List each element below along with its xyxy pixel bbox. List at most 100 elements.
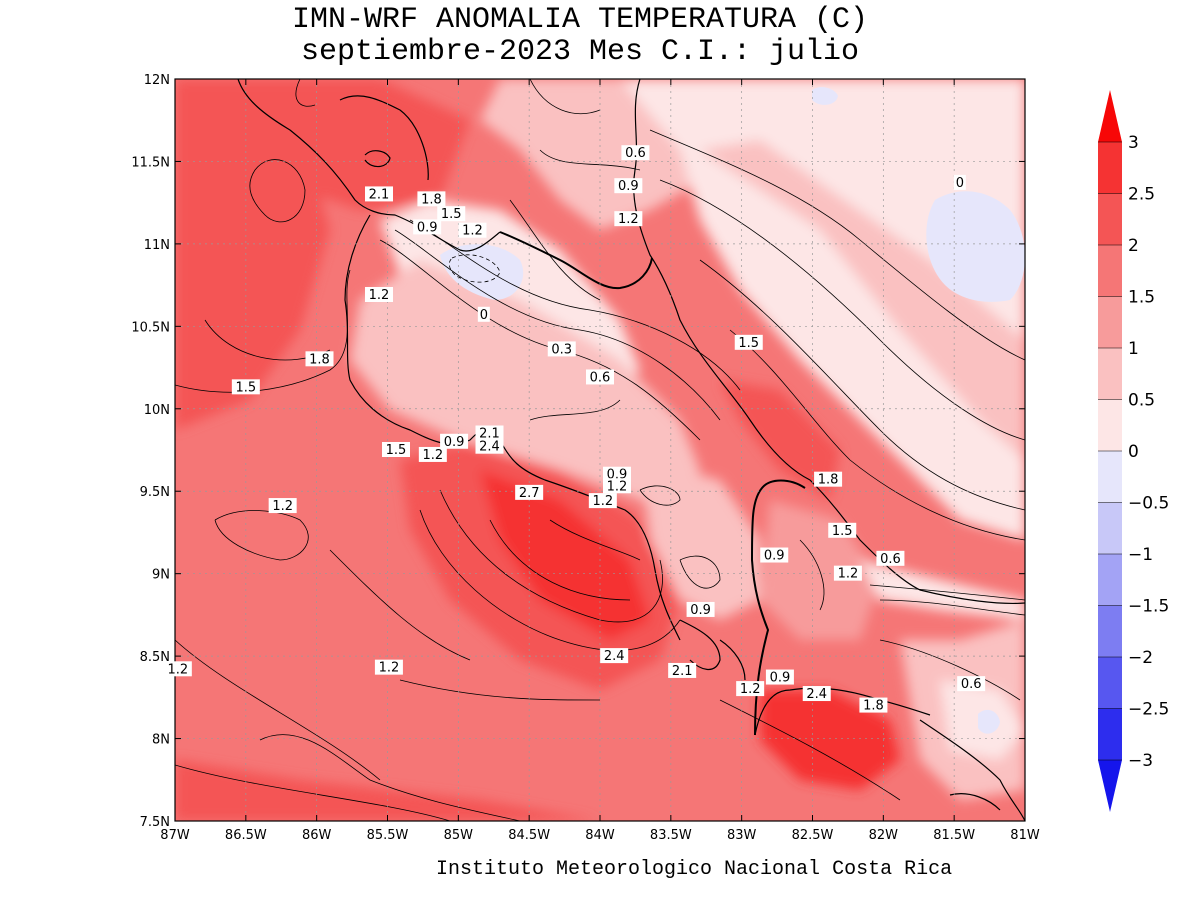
x-tick-label: 83W (727, 828, 757, 843)
contour-label-bg (231, 379, 260, 395)
y-tick-label: 11.5N (131, 155, 170, 170)
contour-label-bg (418, 446, 447, 462)
x-tick-label: 81.5W (933, 828, 975, 843)
contour-label: 2.4 (604, 649, 625, 664)
y-tick-label: 8N (152, 733, 170, 748)
contour-label-bg (268, 498, 297, 514)
contour-label-bg (603, 466, 631, 482)
contour-label-bg (802, 686, 831, 702)
contour-label-bg (365, 287, 393, 303)
contour-label: 1.2 (422, 448, 443, 463)
contour-label-bg (413, 219, 442, 235)
contour-label-bg (365, 186, 393, 202)
contour-label: 0 (480, 308, 488, 323)
colorbar-level-label: 2 (1128, 236, 1139, 256)
contour-label-bg (814, 471, 843, 487)
contour-label: 0.9 (618, 179, 639, 194)
contour-label-bg (458, 222, 487, 238)
y-tick-label: 11N (144, 238, 170, 253)
contour-label-bg (600, 648, 629, 664)
contour-label: 0 (956, 176, 964, 191)
contour-label-bg (734, 334, 763, 350)
contour-label-bg (953, 174, 966, 190)
colorbar-level-label: −1.5 (1128, 597, 1169, 617)
x-tick-label: 86W (302, 828, 332, 843)
contour-label-bg (586, 369, 614, 385)
contour-label-bg (621, 145, 650, 161)
contour-label-bg (417, 191, 446, 207)
y-tick-label: 9.5N (140, 485, 170, 500)
contour-label-bg (603, 478, 631, 494)
contour-label-bg (515, 484, 544, 500)
colorbar: 3 2.5 2 1.5 1 0.5 0 −0.5 −1 −1.5 −2 −2.5 −3 (1098, 90, 1169, 812)
contour-label-bg (668, 662, 697, 678)
contour-label: 1.5 (386, 443, 407, 458)
x-tick-label: 86.5W (225, 828, 267, 843)
contour-label: 2.7 (519, 486, 540, 501)
contour-label: 1.8 (421, 192, 442, 207)
x-tick-label: 82.5W (792, 828, 834, 843)
contour-label: 0.6 (625, 146, 646, 161)
grid-lines (175, 79, 1025, 821)
colorbar-band (1098, 708, 1122, 760)
contour-label: 1.5 (235, 380, 256, 395)
x-tick-label: 84W (585, 828, 615, 843)
colorbar-level-label: 0.5 (1128, 391, 1155, 411)
credit-text: Instituto Meteorologico Nacional Costa R… (436, 858, 953, 881)
colorbar-band (1098, 554, 1122, 606)
x-tick-label: 85W (444, 828, 474, 843)
contour-label: 1.2 (592, 494, 613, 509)
contour-label: 0.9 (417, 220, 438, 235)
contour-label: 0.6 (961, 677, 982, 692)
contour-label: 1.2 (740, 682, 761, 697)
y-tick-label: 10.5N (131, 320, 170, 335)
x-tick-label: 85.5W (367, 828, 409, 843)
contour-label-bg (876, 550, 905, 566)
contour-label-bg (828, 522, 857, 538)
contour-label-bg (163, 661, 192, 677)
contour-label: 1.2 (607, 479, 628, 494)
contour-label-bg (305, 351, 334, 367)
contour-label-bg (957, 676, 986, 692)
x-tick-label: 82W (869, 828, 899, 843)
y-tick-label: 12N (144, 73, 170, 88)
contour-label: 1.2 (167, 662, 188, 677)
y-tick-label: 7.5N (140, 815, 170, 830)
contour-label: 0.6 (590, 370, 611, 385)
contour-label: 0.9 (444, 435, 465, 450)
colorbar-level-label: 1 (1128, 339, 1139, 359)
contour-label: 1.5 (738, 336, 759, 351)
contour-label: 1.5 (832, 524, 853, 539)
anomaly-field (175, 79, 1025, 821)
contour-label-bg (475, 438, 504, 454)
contour-label-bg (765, 669, 794, 685)
contour-label-bg (686, 601, 715, 617)
contour-label: 0.3 (551, 342, 572, 357)
contour-label: 0.9 (690, 603, 711, 618)
contour-label: 1.8 (309, 352, 330, 367)
contour-labels: 2.1 1.81.51.20.901.21.81.50.30.60.60.91.2… (163, 145, 986, 714)
colorbar-level-label: −2.5 (1128, 700, 1169, 720)
contour-label-bg (833, 565, 862, 581)
contour-label: 2.4 (806, 687, 827, 702)
contour-label-bg (736, 681, 765, 697)
y-tick-label: 8.5N (140, 650, 170, 665)
negative-isolines (448, 254, 501, 283)
contour-label: 1.2 (462, 224, 483, 239)
y-tick-label: 9N (152, 568, 170, 583)
contour-label: 0.6 (880, 552, 901, 567)
contour-label-bg (475, 425, 504, 441)
colorbar-arrow-top (1098, 90, 1122, 142)
x-axis: 87W 86.5W 86W 85.5W 85W 84.5W 84W 83.5W 83W 82.5W… (160, 79, 1040, 843)
colorbar-level-label: −1 (1128, 545, 1153, 565)
y-tick-label: 10N (144, 403, 170, 418)
x-tick-label: 84.5W (508, 828, 550, 843)
x-tick-label: 83.5W (650, 828, 692, 843)
contour-label-bg (547, 341, 576, 357)
colorbar-band (1098, 502, 1122, 554)
contour-label-bg (614, 178, 643, 194)
contour-label: 2.4 (479, 440, 500, 455)
x-tick-label: 81W (1010, 828, 1040, 843)
contour-label: 1.2 (618, 212, 639, 227)
